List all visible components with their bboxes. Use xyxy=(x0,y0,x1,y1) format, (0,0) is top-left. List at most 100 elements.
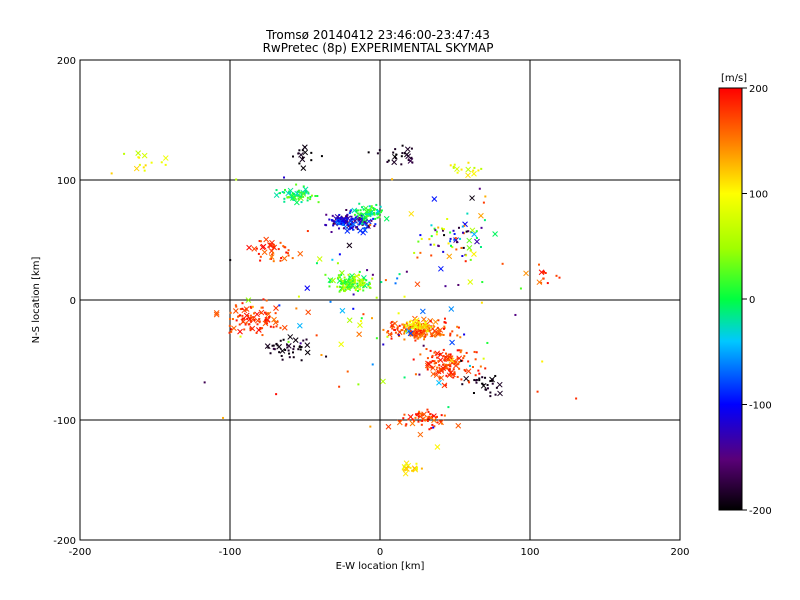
data-point xyxy=(409,325,412,328)
data-point xyxy=(421,331,424,334)
data-point-cross xyxy=(266,242,273,248)
data-point xyxy=(349,279,352,282)
data-point xyxy=(299,342,302,345)
data-point xyxy=(442,348,445,351)
data-point xyxy=(400,163,403,166)
data-point xyxy=(375,203,378,206)
data-point-cross xyxy=(474,238,480,245)
data-point xyxy=(380,281,383,284)
data-point xyxy=(423,338,426,341)
data-point xyxy=(346,370,349,373)
data-point xyxy=(409,415,412,418)
data-point xyxy=(422,331,425,334)
data-point xyxy=(362,277,365,280)
data-point xyxy=(450,374,453,377)
data-point xyxy=(427,415,430,418)
data-point xyxy=(370,219,373,222)
data-point-cross xyxy=(391,159,398,166)
data-point xyxy=(138,156,141,159)
data-point xyxy=(261,334,264,337)
data-point-cross xyxy=(298,151,304,158)
data-point xyxy=(351,280,354,283)
data-point xyxy=(279,326,282,329)
data-point xyxy=(430,427,433,430)
data-point xyxy=(384,279,387,282)
data-point xyxy=(425,330,428,333)
data-point xyxy=(359,288,362,291)
data-point xyxy=(338,385,341,388)
data-point xyxy=(300,201,303,204)
data-point xyxy=(343,290,346,293)
data-point xyxy=(337,219,340,222)
data-point xyxy=(465,351,468,354)
data-point xyxy=(150,161,153,164)
data-point xyxy=(287,254,290,257)
data-point xyxy=(437,226,440,229)
data-point xyxy=(449,164,452,167)
data-point xyxy=(358,216,361,219)
data-point xyxy=(281,358,284,361)
data-point xyxy=(343,281,346,284)
data-point xyxy=(353,280,356,283)
data-point xyxy=(265,313,268,316)
data-point xyxy=(336,262,339,265)
data-point-cross xyxy=(407,158,414,164)
data-point xyxy=(279,241,282,244)
data-point xyxy=(332,222,335,225)
grid-lines xyxy=(80,60,680,540)
data-point xyxy=(404,324,407,327)
data-point xyxy=(475,230,478,233)
data-point-cross xyxy=(237,328,243,335)
data-point xyxy=(474,358,477,361)
data-point xyxy=(409,324,412,327)
data-point xyxy=(376,152,379,155)
data-point xyxy=(412,358,415,361)
data-point xyxy=(351,277,354,280)
data-point xyxy=(356,228,359,231)
data-point xyxy=(437,245,440,248)
data-point xyxy=(368,282,371,285)
data-point xyxy=(340,273,343,276)
data-point xyxy=(417,240,420,243)
data-point xyxy=(460,168,463,171)
data-point xyxy=(450,355,453,358)
data-point xyxy=(411,469,414,472)
data-point xyxy=(359,283,362,286)
data-point xyxy=(286,252,289,255)
data-point xyxy=(231,318,234,321)
data-point xyxy=(235,305,238,308)
data-point xyxy=(444,285,447,288)
data-point xyxy=(412,469,415,472)
data-point xyxy=(273,348,276,351)
data-point xyxy=(358,270,361,273)
data-point xyxy=(351,283,354,286)
data-point xyxy=(433,362,436,365)
data-point xyxy=(393,328,396,331)
data-point xyxy=(325,213,328,216)
data-point xyxy=(374,223,377,226)
data-point-cross xyxy=(383,215,390,222)
data-point xyxy=(369,214,372,217)
data-point xyxy=(455,241,458,244)
data-point xyxy=(348,222,351,225)
data-point xyxy=(453,361,456,364)
data-point xyxy=(420,423,423,426)
data-point xyxy=(436,370,439,373)
data-point xyxy=(272,347,275,350)
data-point xyxy=(429,416,432,419)
data-point xyxy=(486,387,489,390)
data-point-cross xyxy=(352,217,358,224)
data-point-cross xyxy=(344,228,351,234)
data-point xyxy=(480,226,483,229)
data-point xyxy=(462,246,465,249)
data-point xyxy=(352,228,355,231)
data-point xyxy=(459,336,462,339)
data-point xyxy=(337,222,340,225)
data-point-cross xyxy=(429,331,436,338)
data-point xyxy=(352,293,355,296)
data-point-cross xyxy=(213,310,220,316)
data-point xyxy=(309,195,312,198)
data-point xyxy=(272,260,275,263)
data-point xyxy=(519,287,522,290)
x-tick-label: -200 xyxy=(69,547,92,558)
